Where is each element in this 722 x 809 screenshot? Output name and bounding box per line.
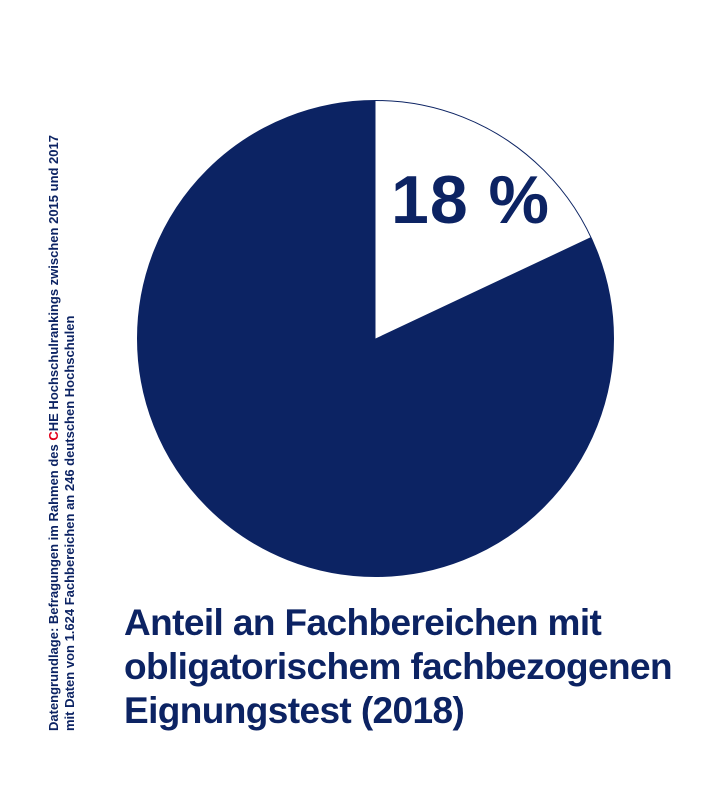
chart-title: Anteil an Fachbereichen mit obligatorisc… <box>124 601 704 733</box>
source-note-text: Datengrundlage: Befragungen im Rahmen de… <box>46 440 61 731</box>
source-note-text: HE Hochschulrankings zwischen 2015 und 2… <box>46 135 61 432</box>
che-brand-letter: C <box>46 431 61 441</box>
source-note-line-2: mit Daten von 1.624 Fachbereichen an 246… <box>61 315 77 731</box>
pie-value-label: 18 % <box>391 162 550 238</box>
chart-title-line-2: obligatorischem fachbezogenen <box>124 646 673 687</box>
chart-title-line-1: Anteil an Fachbereichen mit <box>124 602 602 643</box>
chart-title-line-3: Eignungstest (2018) <box>124 690 465 731</box>
pie-slice-navy-82-percent <box>137 100 614 577</box>
source-note-line-1: Datengrundlage: Befragungen im Rahmen de… <box>46 135 62 731</box>
source-note: Datengrundlage: Befragungen im Rahmen de… <box>46 135 77 731</box>
